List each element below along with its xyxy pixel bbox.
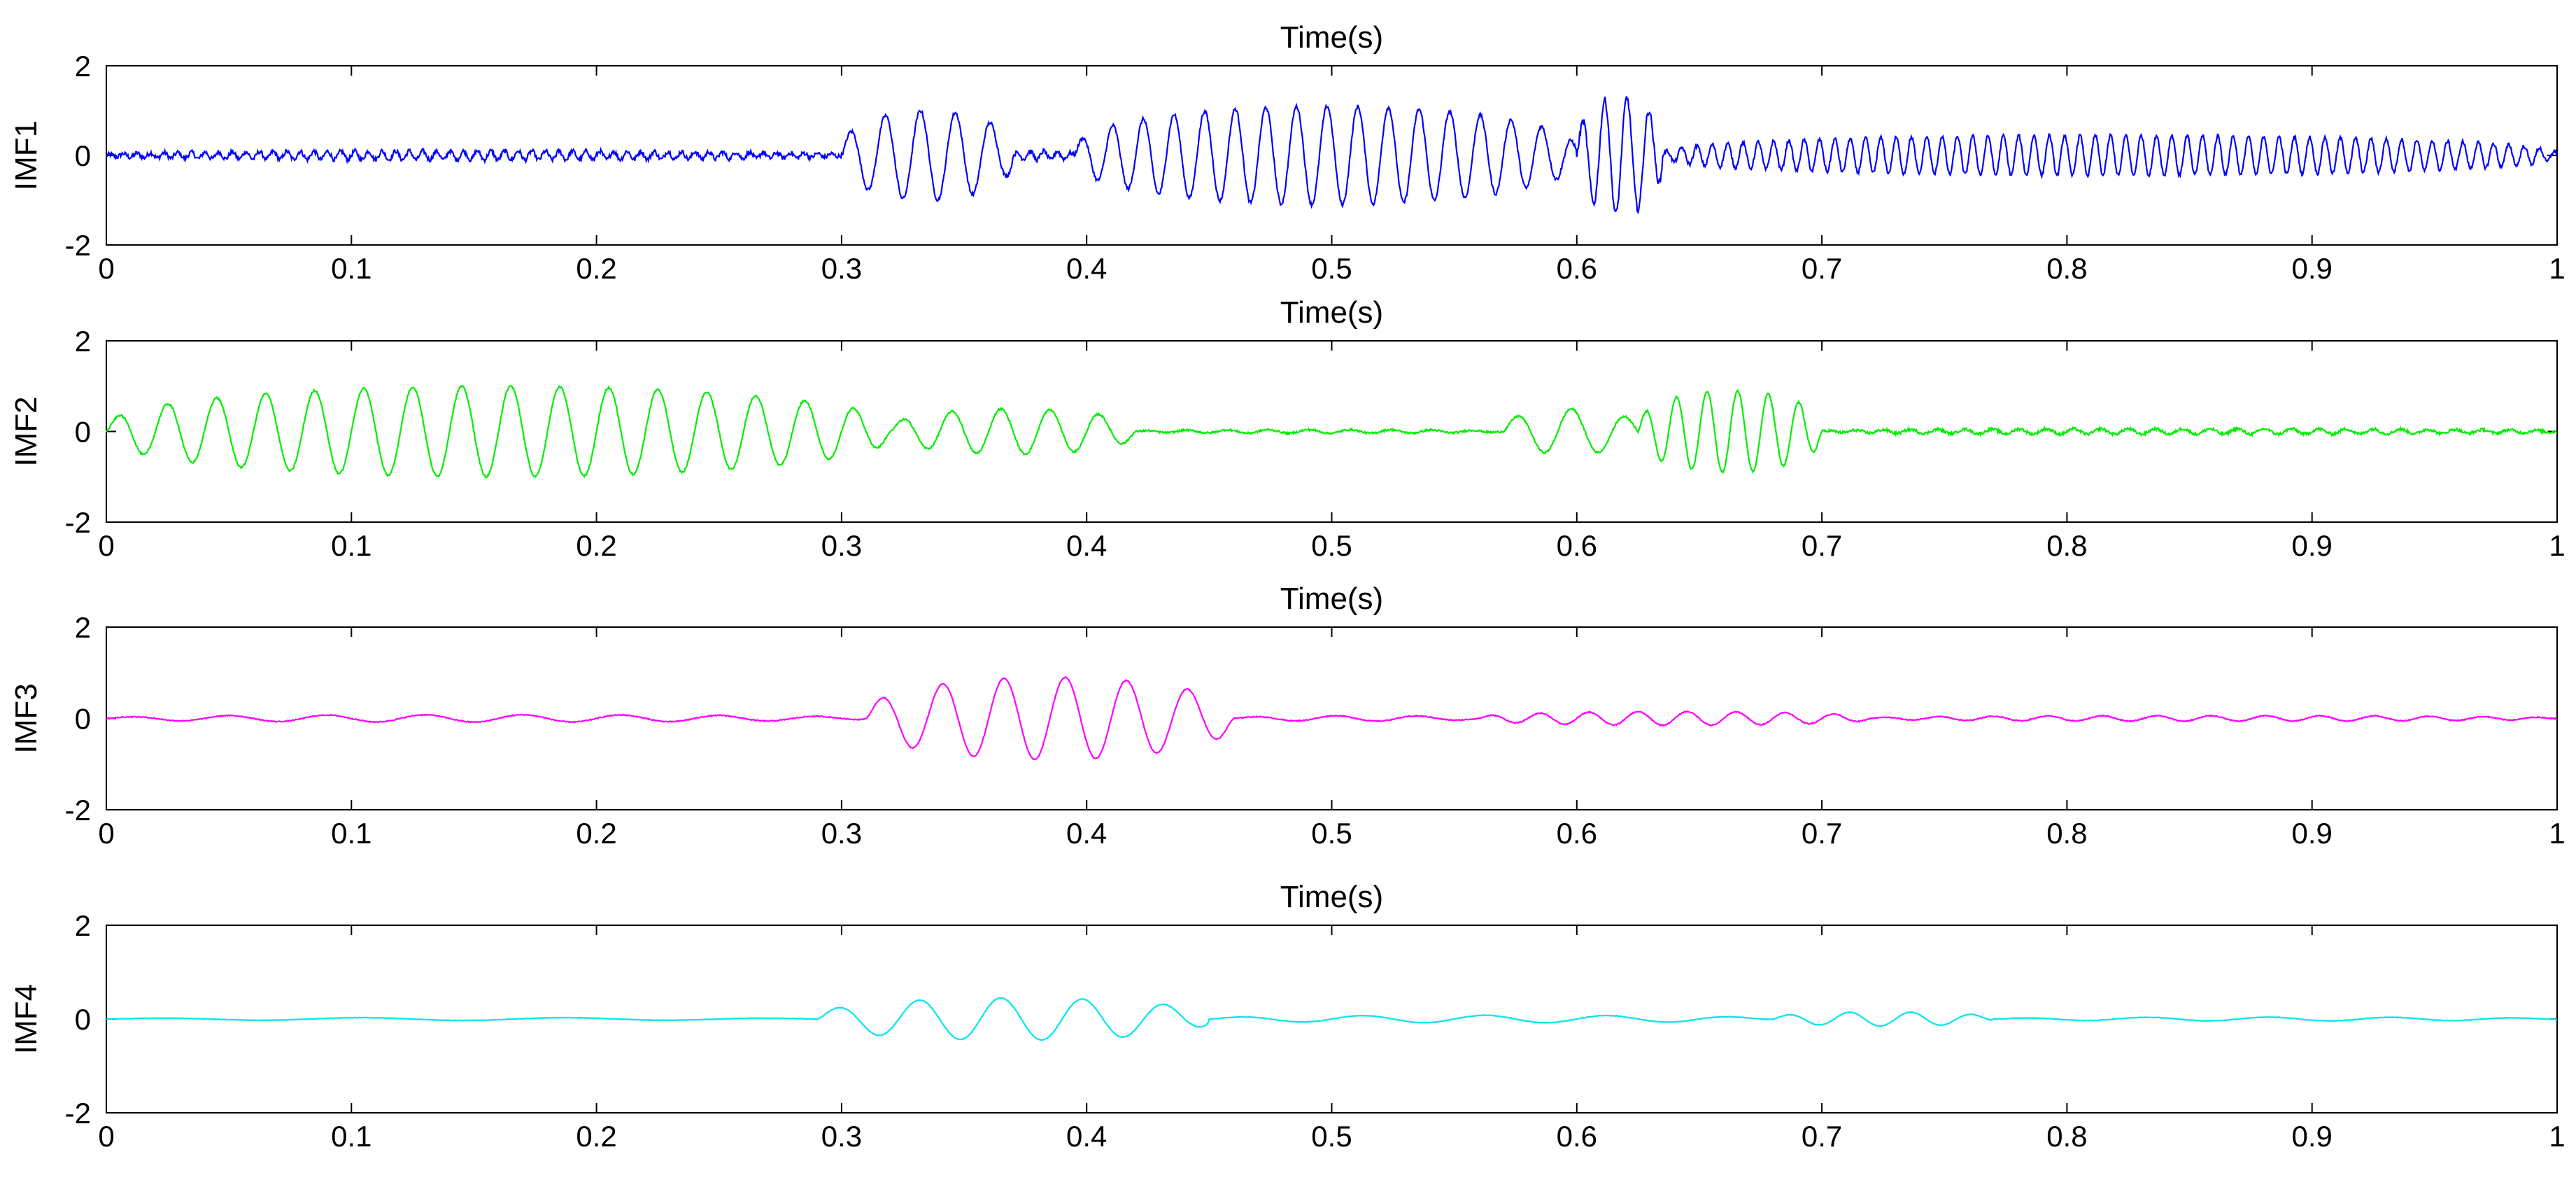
x-tick-label: 1 (2549, 529, 2565, 562)
x-tick-label: 0.7 (1802, 252, 1842, 285)
signal-line-imf1 (106, 96, 2558, 215)
x-tick-label: 0.2 (576, 252, 616, 285)
x-tick-label: 0.6 (1557, 529, 1597, 562)
y-tick-label: 2 (75, 611, 91, 644)
y-axis-label: IMF3 (9, 683, 43, 753)
x-tick-label: 0 (98, 817, 114, 850)
x-tick-label: 0.6 (1557, 1120, 1597, 1153)
y-tick-label: 0 (75, 139, 91, 172)
x-tick-label: 0.4 (1066, 252, 1107, 285)
x-tick-label: 0.5 (1311, 1120, 1352, 1153)
y-tick-label: -2 (65, 794, 91, 827)
x-tick-label: 0.2 (576, 529, 616, 562)
y-tick-label: -2 (65, 229, 91, 262)
subplot-title: Time(s) (1280, 582, 1383, 616)
y-tick-label: 0 (75, 703, 91, 736)
x-tick-label: 0.2 (576, 1120, 616, 1153)
x-tick-label: 0 (98, 1120, 114, 1153)
x-tick-label: 0.5 (1311, 529, 1352, 562)
x-tick-label: 0.9 (2292, 817, 2333, 850)
signal-line-imf3 (106, 676, 2558, 761)
y-tick-label: -2 (65, 1097, 91, 1130)
x-tick-label: 0.5 (1311, 252, 1352, 285)
subplot-title: Time(s) (1280, 295, 1383, 330)
x-tick-label: 0 (98, 252, 114, 285)
x-tick-label: 0.4 (1066, 1120, 1107, 1153)
y-tick-label: 0 (75, 1003, 91, 1036)
subplot-imf3: 0 0.1 0.2 0.3 0.4 0.5 0.6 0.7 0.8 0.9 1-202Time(s)… (9, 582, 2566, 850)
subplot-imf2: 0 0.1 0.2 0.3 0.4 0.5 0.6 0.7 0.8 0.9 1-202Time(s)… (9, 295, 2566, 562)
x-tick-label: 0.2 (576, 817, 616, 850)
x-tick-label: 0.4 (1066, 529, 1107, 562)
x-tick-label: 0.1 (331, 817, 371, 850)
x-tick-label: 0.6 (1557, 252, 1597, 285)
x-tick-label: 0.1 (331, 529, 371, 562)
y-axis-label: IMF2 (9, 396, 43, 466)
x-tick-label: 0.3 (821, 252, 862, 285)
subplot-imf1: 0 0.1 0.2 0.3 0.4 0.5 0.6 0.7 0.8 0.9 1-202Time(s)… (9, 20, 2566, 285)
x-tick-label: 0.8 (2046, 252, 2087, 285)
x-tick-label: 0.5 (1311, 817, 1352, 850)
y-tick-label: 2 (75, 325, 91, 358)
x-tick-label: 0.3 (821, 1120, 862, 1153)
axis-frame (106, 626, 2558, 810)
y-axis-label: IMF4 (9, 984, 43, 1054)
subplot-imf4: 0 0.1 0.2 0.3 0.4 0.5 0.6 0.7 0.8 0.9 1-202Time(s)… (9, 880, 2566, 1153)
x-tick-label: 1 (2549, 252, 2565, 285)
x-tick-label: 0.7 (1802, 817, 1842, 850)
y-tick-label: 0 (75, 416, 91, 449)
x-tick-label: 0.7 (1802, 529, 1842, 562)
x-tick-label: 0 (98, 529, 114, 562)
y-tick-label: 2 (75, 50, 91, 83)
x-tick-label: 1 (2549, 1120, 2565, 1153)
subplot-title: Time(s) (1280, 880, 1383, 914)
x-tick-label: 0.8 (2046, 817, 2087, 850)
x-tick-label: 0.9 (2292, 529, 2333, 562)
x-tick-label: 0.7 (1802, 1120, 1842, 1153)
x-tick-label: 0.8 (2046, 529, 2087, 562)
x-tick-label: 0.6 (1557, 817, 1597, 850)
x-tick-label: 0.1 (331, 1120, 371, 1153)
y-tick-label: -2 (65, 506, 91, 539)
signal-line-imf4 (106, 997, 2558, 1041)
x-tick-label: 0.9 (2292, 252, 2333, 285)
x-tick-label: 0.4 (1066, 817, 1107, 850)
y-tick-label: 2 (75, 909, 91, 942)
x-tick-label: 0.1 (331, 252, 371, 285)
x-tick-label: 0.8 (2046, 1120, 2087, 1153)
x-tick-label: 0.3 (821, 817, 862, 850)
subplot-title: Time(s) (1280, 20, 1383, 55)
y-axis-label: IMF1 (9, 120, 43, 190)
x-tick-label: 0.9 (2292, 1120, 2333, 1153)
signal-line-imf2 (106, 384, 2557, 479)
x-tick-label: 0.3 (821, 529, 862, 562)
x-tick-label: 1 (2549, 817, 2565, 850)
